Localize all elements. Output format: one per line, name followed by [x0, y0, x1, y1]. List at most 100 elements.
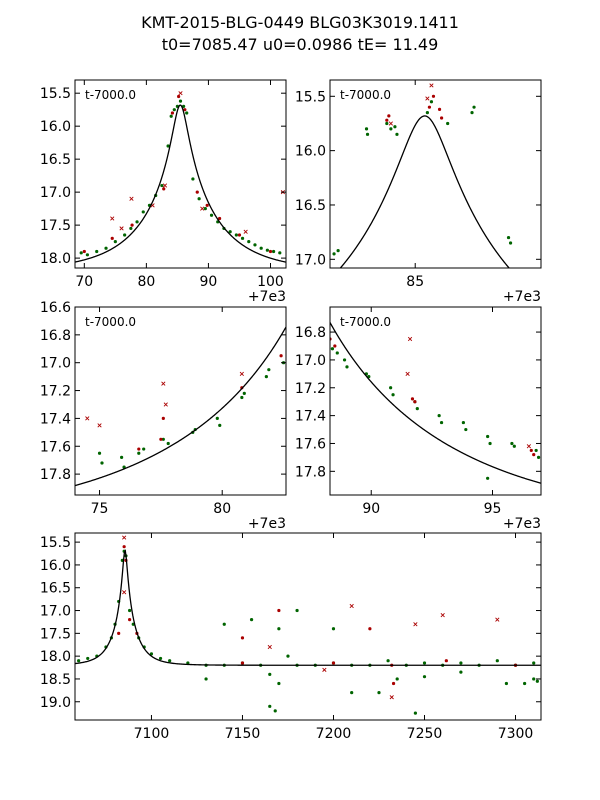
data-point-x-2-4	[162, 183, 168, 188]
data-point-x-2-1	[405, 371, 410, 376]
x-tick-label: 7200	[316, 726, 352, 742]
data-point-green-13	[464, 427, 468, 432]
panel-rising: 75 80 16.6 16.8 17.0 17.2 17.4 17.6 17.8 t-7000.0…	[40, 300, 287, 532]
y-tick-label: 18.0	[40, 251, 71, 267]
inset-label: t-7000.0	[340, 88, 391, 102]
data-point-green-4	[113, 240, 117, 244]
data-point-green-19	[191, 177, 195, 181]
data-point-green-52	[532, 677, 536, 681]
data-point-green-47	[395, 677, 399, 681]
data-point-green-13	[506, 235, 511, 240]
data-point-green-11	[470, 111, 474, 115]
y-tick-label: 17.0	[40, 604, 71, 620]
plot-frame	[329, 306, 542, 496]
data-point-green-43	[222, 622, 226, 626]
data-point-green-46	[204, 677, 208, 681]
data-point-green-9	[415, 407, 419, 411]
y-tick-label: 16.5	[40, 581, 71, 597]
data-point-red-3	[431, 94, 436, 98]
x-tick-label: 100	[257, 274, 284, 290]
data-points	[85, 354, 286, 469]
data-points	[77, 535, 539, 715]
data-point-green-14	[149, 652, 154, 656]
data-point-green-2	[342, 358, 347, 362]
data-point-red-3	[162, 187, 166, 191]
data-point-green-0	[79, 251, 83, 255]
data-point-x-2-0	[110, 216, 115, 221]
data-point-green-41	[277, 627, 281, 631]
data-point-green-5	[142, 447, 146, 451]
x-tick-label: 70	[75, 274, 93, 290]
data-point-x-2-2	[161, 381, 166, 386]
data-point-red-5	[177, 94, 181, 99]
data-point-green-6	[393, 125, 397, 129]
y-tick-label: 17.0	[40, 356, 71, 372]
y-tick-label: 17.6	[40, 439, 71, 455]
data-point-green-8	[425, 111, 429, 115]
y-tick-label: 17.8	[40, 467, 71, 483]
data-point-x-2-2	[413, 622, 418, 627]
data-point-green-20	[197, 197, 201, 201]
x-tick-label: 90	[362, 501, 380, 517]
data-point-x-2-2	[129, 196, 134, 201]
data-point-x-2-6	[200, 206, 205, 211]
data-point-green-45	[350, 691, 354, 695]
title-line-1: KMT-2015-BLG-0449 BLG03K3019.1411	[141, 13, 459, 32]
data-point-green-23	[277, 681, 281, 686]
x-tick-label: 7300	[498, 726, 534, 742]
data-point-x-2-3	[163, 402, 168, 407]
data-point-x-2-0	[407, 336, 413, 342]
data-point-green-5	[389, 127, 393, 131]
data-point-green-12	[472, 105, 476, 109]
data-point-green-44	[331, 627, 336, 631]
model-curve	[75, 549, 541, 666]
data-point-red-4	[437, 107, 442, 111]
data-point-green-22	[209, 213, 214, 217]
y-tick-label: 17.0	[40, 185, 71, 201]
model-curve	[339, 115, 510, 268]
x-tick-label: 7250	[407, 726, 443, 742]
y-tick-label: 17.4	[40, 411, 71, 427]
x-tick-label: 80	[213, 501, 231, 517]
x-tick-label: 85	[406, 274, 424, 290]
y-tick-label: 15.5	[295, 89, 326, 105]
data-point-x-2-4	[440, 612, 445, 618]
data-point-green-15	[267, 368, 271, 372]
data-point-green-8	[141, 210, 145, 214]
y-tick-label: 18.0	[40, 649, 71, 665]
data-point-green-1	[86, 656, 90, 661]
data-point-red-11	[268, 249, 273, 254]
data-point-red-1	[122, 545, 126, 549]
data-point-red-0	[82, 249, 86, 254]
data-point-green-33	[278, 251, 282, 255]
data-point-green-31	[265, 248, 269, 252]
y-tick-label: 17.6	[295, 436, 326, 452]
data-point-green-56	[377, 691, 381, 695]
data-point-green-0	[332, 252, 336, 256]
data-point-x-2-6	[389, 695, 394, 700]
title-line-2: t0=7085.47 u0=0.0986 tE= 11.49	[161, 35, 439, 54]
figure-title: KMT-2015-BLG-0449 BLG03K3019.1411 t0=708…	[0, 12, 600, 56]
data-point-red-1	[333, 344, 337, 348]
data-point-x-2-0	[429, 83, 434, 88]
data-point-red-2	[130, 223, 134, 227]
data-point-green-14	[508, 241, 513, 245]
plot-frame	[74, 532, 542, 721]
data-point-green-12	[461, 420, 465, 425]
data-point-green-7	[395, 132, 399, 136]
data-point-green-16	[168, 659, 172, 663]
data-point-green-1	[100, 461, 104, 465]
data-point-green-53	[535, 679, 539, 683]
data-point-green-3	[365, 132, 370, 136]
plot-frame	[74, 306, 287, 496]
data-point-green-3	[345, 365, 349, 369]
data-point-green-3	[104, 246, 108, 250]
data-point-green-11	[218, 423, 222, 427]
inset-label: t-7000.0	[85, 88, 136, 102]
data-point-x-2-1	[349, 603, 354, 609]
data-point-x-2-1	[97, 423, 102, 428]
y-tick-label: 17.0	[295, 252, 326, 268]
data-point-x-2-1	[119, 226, 124, 231]
data-point-green-48	[422, 675, 427, 679]
model-curve	[330, 322, 541, 484]
